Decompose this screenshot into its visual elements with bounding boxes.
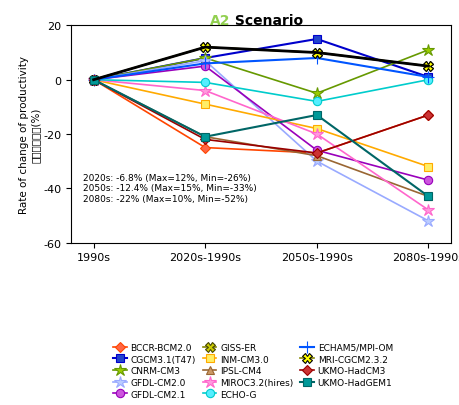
Y-axis label: Rate of change of productivity
生産性変化率(%): Rate of change of productivity 生産性変化率(%) (19, 56, 40, 213)
Text: A2: A2 (209, 14, 230, 28)
Text: 2020s: -6.8% (Max=12%, Min=-26%)
2050s: -12.4% (Max=15%, Min=-33%)
2080s: -22% (: 2020s: -6.8% (Max=12%, Min=-26%) 2050s: … (83, 174, 256, 203)
Legend: BCCR-BCM2.0, CGCM3.1(T47), CNRM-CM3, GFDL-CM2.0, GFDL-CM2.1, GISS-ER, INM-CM3.0,: BCCR-BCM2.0, CGCM3.1(T47), CNRM-CM3, GFD… (111, 341, 394, 401)
Text: Scenario: Scenario (230, 14, 302, 28)
